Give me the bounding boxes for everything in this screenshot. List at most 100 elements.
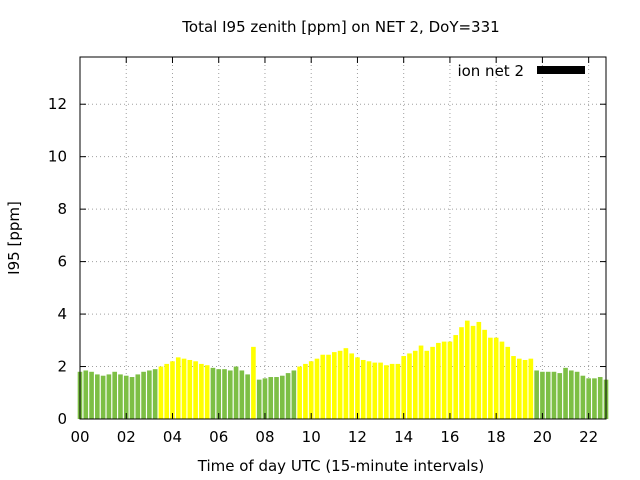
plot-frame	[79, 56, 607, 420]
bar	[441, 341, 447, 419]
bar	[141, 371, 146, 419]
bar	[574, 371, 580, 419]
bar	[424, 350, 430, 419]
bar	[233, 366, 239, 419]
bar	[152, 369, 158, 419]
bar	[118, 374, 123, 419]
bar	[459, 327, 464, 419]
bar	[164, 363, 170, 419]
bar	[95, 374, 100, 419]
bar	[528, 358, 534, 419]
bar	[534, 370, 539, 419]
bar	[407, 353, 412, 419]
bar	[551, 371, 557, 419]
bar	[181, 358, 187, 419]
bar	[158, 366, 164, 419]
y-tick-label: 10	[48, 148, 67, 166]
bar	[360, 359, 366, 419]
bar	[337, 350, 343, 419]
bar	[395, 363, 401, 419]
bar	[268, 377, 274, 419]
bar	[297, 366, 302, 419]
bar	[488, 337, 493, 419]
bar	[464, 320, 470, 419]
bar	[308, 361, 314, 419]
bar	[505, 346, 511, 419]
chart-title: Total I95 zenith [ppm] on NET 2, DoY=331	[181, 18, 499, 36]
x-tick-label: 14	[394, 428, 413, 446]
legend-swatch	[537, 66, 585, 74]
y-tick-label: 0	[57, 410, 67, 428]
bar	[378, 362, 383, 419]
bar	[447, 341, 453, 419]
bar	[245, 374, 250, 419]
bar	[291, 370, 297, 419]
bar	[303, 363, 308, 419]
x-tick-label: 02	[117, 428, 136, 446]
bar	[476, 321, 482, 419]
bar	[586, 378, 591, 419]
bar	[597, 377, 603, 419]
bar	[349, 353, 354, 419]
bar	[285, 373, 291, 419]
bar	[83, 370, 89, 419]
bar	[279, 375, 285, 419]
bar	[175, 357, 181, 419]
bar	[412, 350, 418, 419]
bar	[355, 357, 360, 419]
bar	[401, 356, 407, 419]
bar	[227, 370, 233, 419]
x-tick-label: 16	[440, 428, 459, 446]
bar	[199, 363, 204, 419]
bar	[516, 358, 522, 419]
bar	[256, 379, 262, 419]
x-tick-label: 22	[579, 428, 598, 446]
bar	[129, 377, 135, 419]
bar	[147, 370, 152, 419]
bar	[251, 346, 256, 419]
bar	[170, 361, 175, 419]
bar	[545, 371, 551, 419]
bar	[187, 359, 193, 419]
bar	[580, 375, 586, 419]
bar	[389, 363, 395, 419]
bar	[557, 373, 563, 419]
bar	[522, 359, 528, 419]
x-tick-label: 06	[209, 428, 228, 446]
bar	[314, 358, 320, 419]
legend-label: ion net 2	[457, 62, 524, 80]
bar	[123, 375, 129, 419]
bar	[193, 361, 198, 419]
bar	[418, 345, 424, 419]
y-tick-label: 12	[48, 95, 67, 113]
y-tick-label: 2	[57, 358, 67, 376]
bar	[210, 367, 216, 419]
bar	[592, 378, 597, 419]
bar	[470, 325, 476, 419]
bar	[482, 329, 487, 419]
bar	[222, 369, 227, 419]
y-tick-label: 6	[57, 253, 67, 271]
bar	[274, 377, 279, 419]
bar	[100, 375, 106, 419]
x-tick-label: 12	[348, 428, 367, 446]
bar	[135, 374, 141, 419]
bar	[540, 371, 545, 419]
y-tick-label: 8	[57, 200, 67, 218]
bar	[320, 354, 326, 419]
bar	[106, 374, 112, 419]
x-tick-label: 00	[70, 428, 89, 446]
x-tick-label: 20	[533, 428, 552, 446]
bar	[511, 356, 516, 419]
x-axis-label: Time of day UTC (15-minute intervals)	[197, 457, 484, 475]
legend: ion net 2	[457, 62, 585, 80]
bar	[366, 361, 372, 419]
bar	[216, 369, 222, 419]
x-tick-label: 04	[163, 428, 182, 446]
bar	[239, 370, 245, 419]
bar	[453, 335, 459, 419]
bar	[89, 371, 94, 419]
bar	[372, 362, 378, 419]
